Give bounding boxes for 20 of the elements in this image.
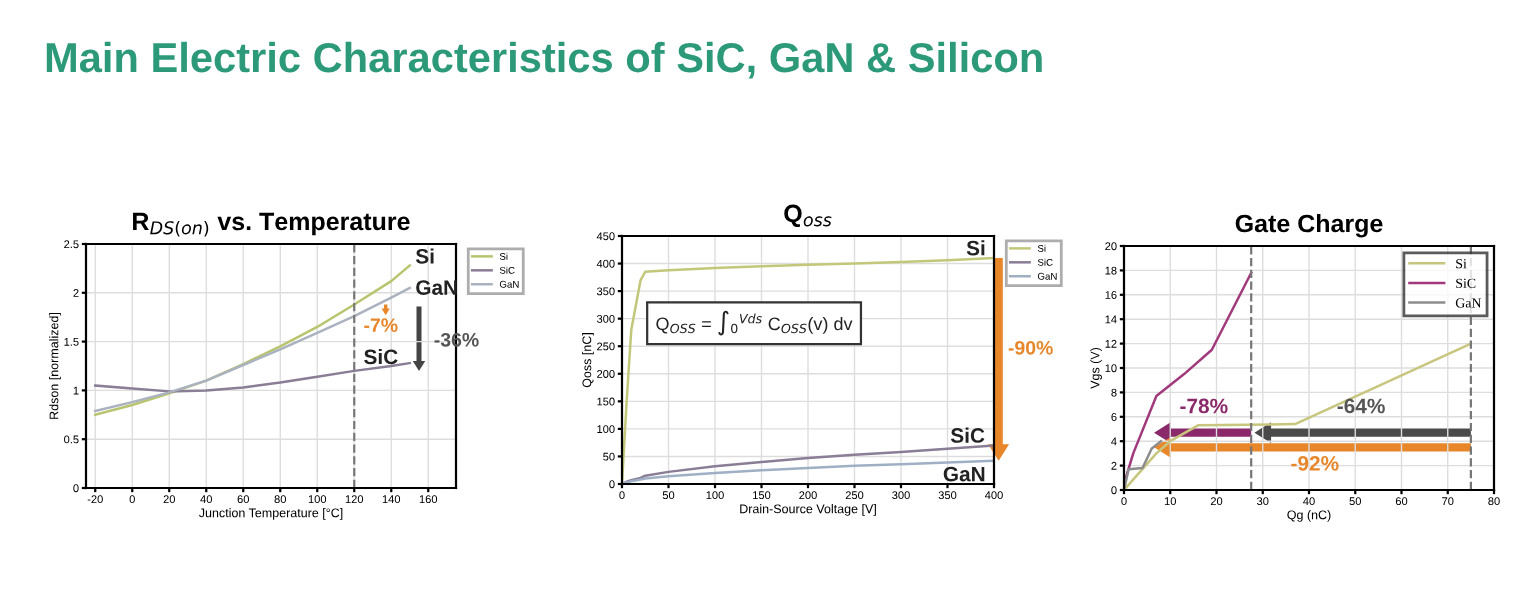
annotation: -78% xyxy=(1180,398,1228,414)
chart-title: R$_{DS(on)}$ vs. Temperature xyxy=(133,212,410,237)
annotation: -64% xyxy=(1337,398,1385,414)
line-series xyxy=(1124,342,1473,490)
line-series xyxy=(94,361,411,393)
line-series xyxy=(94,286,411,413)
annotation: -92% xyxy=(1291,455,1339,471)
chart-title: Gate Charge xyxy=(1235,213,1383,238)
text: Main Electric Characteristics of SiC, GaN & Silicon xyxy=(46,41,1042,79)
chart-title: Q$_{oss}$ xyxy=(784,204,832,227)
line-series xyxy=(94,264,411,417)
text: -90% xyxy=(1008,340,1053,355)
annotation: SiC xyxy=(364,348,398,365)
line-series xyxy=(1124,439,1163,490)
annotation: Si xyxy=(966,240,985,256)
annotation: -7% xyxy=(364,318,398,332)
annotation: Si xyxy=(415,248,434,264)
annotation: Q$_{OSS}$ = ∫$_{0}$$^{Vds}$ C$_{OSS}$(v) dv xyxy=(656,310,853,336)
annotation: SiC xyxy=(950,427,985,443)
annotation: GaN xyxy=(943,466,985,482)
